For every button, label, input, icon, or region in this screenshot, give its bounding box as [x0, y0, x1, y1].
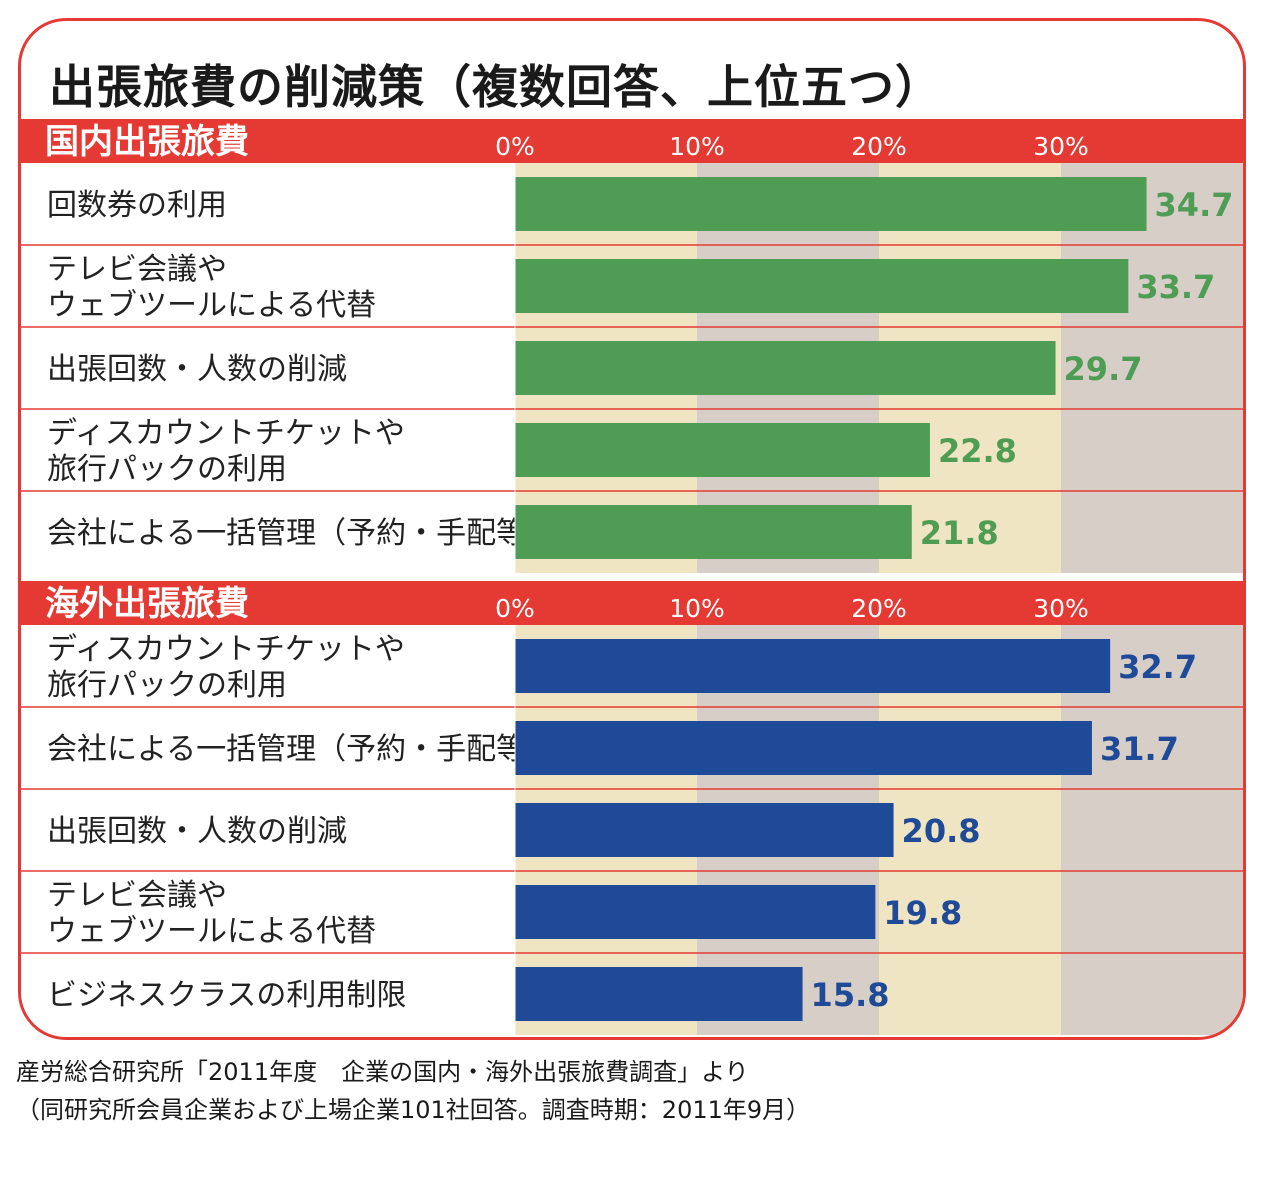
chart-title: 出張旅費の削減策（複数回答、上位五つ） [49, 60, 942, 114]
value-label: 33.7 [1136, 268, 1215, 306]
category-label: ディスカウントチケットや旅行パックの利用 [47, 632, 405, 703]
chart-svg: 国内出張旅費 0% 10% 20% 30% 回数券の利用 34.7 テレビ会議やウェブツールに… [21, 119, 1243, 1035]
x-tick-label: 30% [1033, 132, 1089, 161]
row-label-cell [21, 789, 515, 871]
bar [515, 259, 1129, 313]
category-label: テレビ会議やウェブツールによる代替 [47, 878, 376, 949]
row-label-cell [21, 327, 515, 409]
category-label: 出張回数・人数の削減 [47, 352, 347, 387]
category-label: テレビ会議やウェブツールによる代替 [47, 252, 376, 323]
category-label: 出張回数・人数の削減 [47, 814, 347, 849]
value-label: 29.7 [1064, 350, 1143, 388]
row-label-cell [21, 871, 515, 953]
chart-band [1061, 163, 1243, 573]
value-label: 31.7 [1100, 730, 1179, 768]
section-title: 国内出張旅費 [45, 122, 249, 162]
row-label-cell [21, 953, 515, 1035]
section-header [21, 119, 1243, 163]
value-label: 19.8 [883, 894, 962, 932]
bar [515, 885, 876, 939]
value-label: 21.8 [920, 514, 999, 552]
x-tick-label: 0% [495, 132, 535, 161]
section-title: 海外出張旅費 [45, 584, 249, 624]
x-tick-label: 20% [851, 132, 907, 161]
source-note-line1: 産労総合研究所「2011年度 企業の国内・海外出張旅費調査」より [16, 1058, 749, 1086]
chart-band [879, 625, 1061, 1035]
x-tick-label: 20% [851, 594, 907, 623]
category-label: 会社による一括管理（予約・手配等） [47, 732, 556, 767]
x-tick-label: 10% [669, 132, 725, 161]
row-label-cell [21, 625, 515, 707]
bar [515, 967, 803, 1021]
row-label-cell [21, 707, 515, 789]
chart-band [1061, 625, 1243, 1035]
x-tick-label: 10% [669, 594, 725, 623]
bar [515, 423, 930, 477]
x-tick-label: 0% [495, 594, 535, 623]
bar [515, 505, 912, 559]
value-label: 32.7 [1118, 648, 1197, 686]
row-label-cell [21, 245, 515, 327]
row-label-cell [21, 409, 515, 491]
source-note-line2: （同研究所会員企業および上場企業101社回答。調査時期：2011年9月） [16, 1096, 811, 1124]
section-header [21, 581, 1243, 625]
bar [515, 177, 1147, 231]
chart-card: 国内出張旅費 0% 10% 20% 30% 回数券の利用 34.7 テレビ会議やウェブツールに… [18, 18, 1246, 1040]
row-label-cell [21, 491, 515, 573]
x-tick-label: 30% [1033, 594, 1089, 623]
bar [515, 639, 1111, 693]
value-label: 22.8 [938, 432, 1017, 470]
category-label: 回数券の利用 [47, 188, 227, 223]
value-label: 15.8 [811, 976, 890, 1014]
category-label: 会社による一括管理（予約・手配等） [47, 516, 556, 551]
row-label-cell [21, 163, 515, 245]
bar [515, 721, 1092, 775]
value-label: 34.7 [1155, 186, 1234, 224]
bar [515, 341, 1056, 395]
bar [515, 803, 894, 857]
category-label: ビジネスクラスの利用制限 [47, 978, 406, 1013]
value-label: 20.8 [902, 812, 981, 850]
category-label: ディスカウントチケットや旅行パックの利用 [47, 416, 405, 487]
